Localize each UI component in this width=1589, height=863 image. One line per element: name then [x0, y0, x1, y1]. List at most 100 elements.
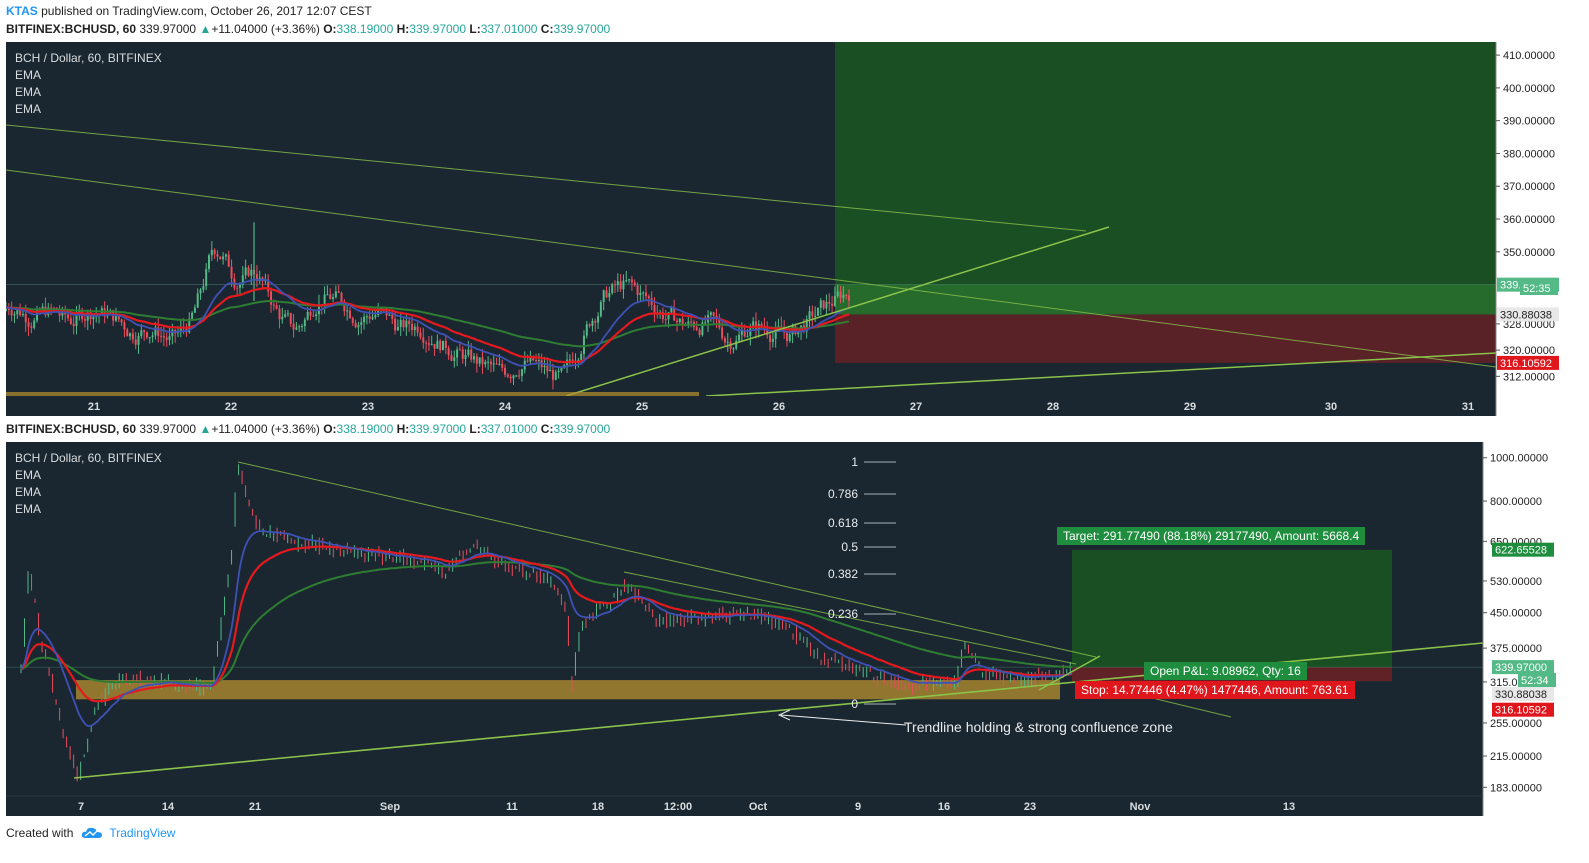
trendline-support	[705, 352, 1497, 397]
top-chart-panel[interactable]: 410.00000 400.00000 390.00000 380.00000 370.…	[6, 42, 1560, 416]
candle-body	[244, 267, 247, 276]
brand-name: TradingView	[109, 826, 176, 840]
candle-body	[86, 312, 89, 321]
candle-body	[811, 311, 814, 317]
open-label: O:	[323, 22, 337, 36]
legend-ema-2[interactable]: EMA	[15, 485, 42, 499]
legend-ema-2[interactable]: EMA	[15, 85, 42, 99]
target-entry-zone	[835, 284, 1496, 315]
candle-body	[27, 322, 30, 327]
top-chart-svg[interactable]: 410.00000 400.00000 390.00000 380.00000 370.…	[6, 42, 1560, 416]
candle-body	[374, 315, 377, 318]
open-pnl-label[interactable]: Open P&L: 9.08962, Qty: 16	[1144, 662, 1307, 680]
candle-body	[630, 279, 633, 283]
x-tick-label: 31	[1462, 401, 1474, 413]
candle-body	[408, 320, 411, 325]
candle-body	[306, 311, 309, 320]
legend-ema-1[interactable]: EMA	[15, 468, 42, 482]
fib-level-label: 0.5	[841, 540, 858, 554]
candle-body	[134, 339, 137, 345]
candle-body	[774, 329, 777, 339]
candle-body	[216, 254, 219, 257]
candle-body	[616, 281, 619, 286]
candle-body	[340, 292, 343, 302]
y-tick-label: 390.00000	[1503, 116, 1555, 128]
footer: Created with TradingView	[6, 826, 175, 840]
candle-body	[151, 335, 154, 338]
candle-body	[709, 312, 712, 315]
candle-body	[92, 316, 95, 320]
x-tick-label: 18	[592, 801, 604, 813]
candle-body	[588, 324, 591, 326]
candle-body	[117, 316, 120, 320]
candle-body	[771, 338, 774, 342]
target-zone	[1072, 549, 1392, 668]
low-value: 337.01000	[480, 22, 538, 36]
candle-body	[489, 361, 492, 365]
candle-body	[207, 255, 210, 269]
legend-ema-3[interactable]: EMA	[15, 502, 42, 516]
y-tick-label: 320.00000	[1503, 345, 1555, 357]
open-value: 338.19000	[336, 22, 394, 36]
candle-body	[120, 319, 123, 323]
candle-body	[160, 335, 163, 337]
candle-body	[289, 313, 292, 324]
y-tick-label: 255.00000	[1490, 718, 1542, 730]
candle-body	[526, 360, 529, 362]
candle-body	[75, 315, 78, 326]
candle-body	[602, 290, 605, 303]
tradingview-link[interactable]: TradingView	[81, 826, 175, 840]
price-label: 316.10592	[1500, 358, 1552, 370]
x-tick-label: 29	[1184, 401, 1196, 413]
candle-body	[568, 359, 571, 361]
candle-body	[453, 357, 456, 361]
candle-body	[399, 320, 402, 327]
candle-body	[735, 340, 738, 349]
candle-body	[21, 313, 24, 316]
stop-label[interactable]: Stop: 14.77446 (4.47%) 1477446, Amount: …	[1075, 681, 1355, 699]
candle-body	[309, 311, 312, 316]
legend-ema-3[interactable]: EMA	[15, 102, 42, 116]
candle-body	[179, 326, 182, 333]
candle-body	[456, 349, 459, 358]
legend-ema-1[interactable]: EMA	[15, 68, 42, 82]
candle-body	[131, 333, 134, 340]
x-tick-label: 7	[78, 801, 84, 813]
candle-body	[585, 324, 588, 336]
candle-body	[58, 311, 61, 316]
annotation-arrow-line	[780, 714, 907, 726]
up-arrow-icon: ▲	[199, 422, 212, 436]
candle-body	[766, 328, 769, 336]
trendline-note: Trendline holding & strong confluence zo…	[904, 719, 1173, 735]
open-label: O:	[323, 422, 337, 436]
candle-body	[332, 297, 335, 300]
candle-body	[425, 342, 428, 344]
candle-body	[560, 367, 563, 371]
symbol-label: BITFINEX:BCHUSD, 60	[6, 22, 137, 36]
candle-body	[250, 269, 253, 276]
candle-body	[726, 341, 729, 343]
candle-body	[83, 319, 86, 321]
author-link[interactable]: KTAS	[6, 4, 38, 18]
candle-body	[343, 301, 346, 312]
bottom-chart-svg[interactable]: 1 0.786 0.618 0.5 0.382 0.236 0 1000.00000 800.0…	[6, 442, 1560, 816]
candle-body	[72, 323, 75, 326]
candle-body	[557, 370, 560, 373]
candle-body	[129, 333, 132, 337]
candle-body	[701, 322, 704, 335]
candle-body	[346, 310, 349, 312]
candle-body	[354, 322, 357, 328]
price-label: 622.65528	[1495, 545, 1547, 557]
high-label: H:	[396, 22, 410, 36]
trendline-upper	[6, 124, 1087, 232]
y-tick-label: 215.00000	[1490, 751, 1542, 763]
x-tick-label: 12:00	[664, 801, 692, 813]
x-tick-label: Sep	[380, 801, 400, 813]
candle-body	[360, 322, 363, 325]
candle-body	[681, 318, 684, 325]
bottom-chart-panel[interactable]: 1 0.786 0.618 0.5 0.382 0.236 0 1000.00000 800.0…	[6, 442, 1560, 816]
trendline-upper	[237, 461, 1097, 658]
candle-body	[687, 321, 690, 326]
target-label[interactable]: Target: 291.77490 (88.18%) 29177490, Amo…	[1057, 527, 1366, 545]
candle-body	[236, 287, 239, 289]
